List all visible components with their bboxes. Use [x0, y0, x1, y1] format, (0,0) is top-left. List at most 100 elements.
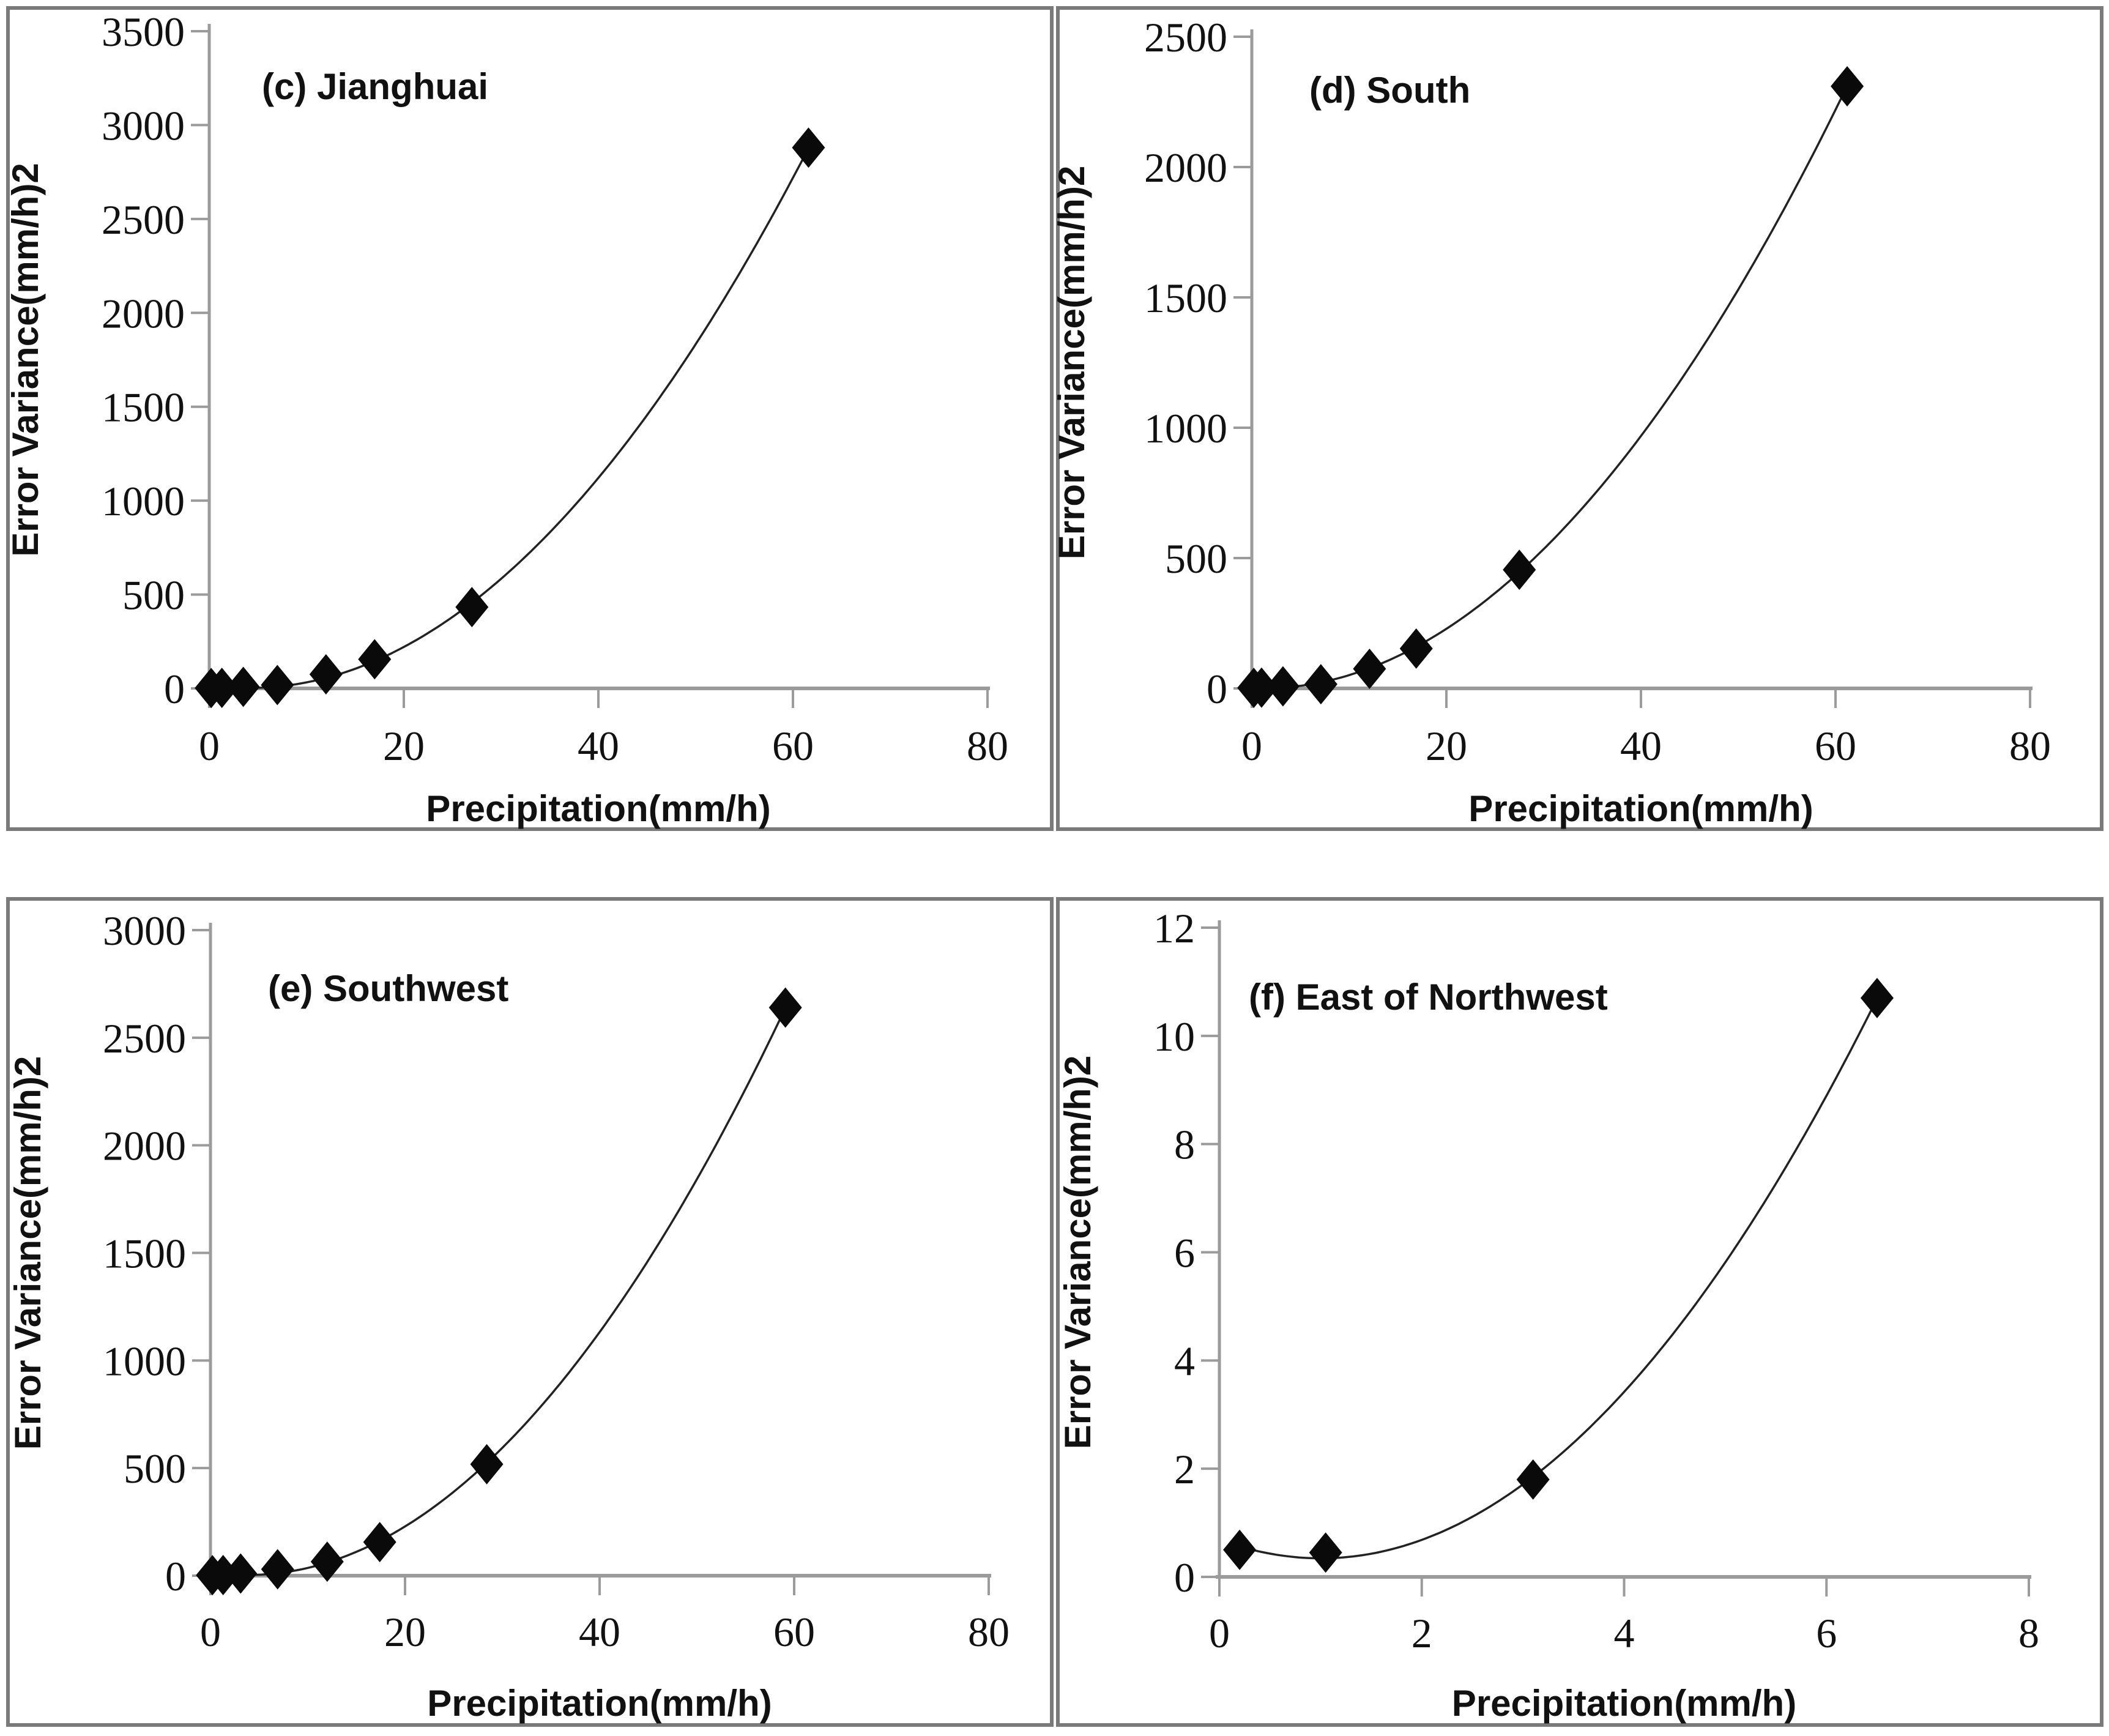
fit-curve — [210, 147, 809, 689]
fit-curve — [1239, 997, 1878, 1560]
data-point-marker — [226, 666, 260, 707]
x-tick-label: 80 — [967, 723, 1008, 769]
data-point-marker — [309, 654, 343, 695]
data-point-marker — [792, 127, 825, 168]
y-tick-label: 500 — [124, 1445, 186, 1492]
y-tick-label: 0 — [164, 666, 185, 712]
panel-title: (f) East of Northwest — [1249, 977, 1608, 1018]
x-tick-label: 6 — [1816, 1610, 1837, 1656]
y-tick-label: 1500 — [1144, 275, 1227, 321]
data-point-marker — [1503, 549, 1536, 590]
data-point-marker — [205, 668, 239, 709]
y-tick-label: 2 — [1174, 1446, 1195, 1492]
y-tick-label: 3000 — [102, 102, 185, 149]
data-point-marker — [1353, 649, 1386, 690]
data-point-marker — [1860, 977, 1894, 1018]
data-point-marker — [1309, 1532, 1342, 1573]
y-tick-label: 1000 — [102, 478, 185, 524]
data-point-marker — [206, 1554, 240, 1595]
y-tick-label: 0 — [1174, 1554, 1195, 1601]
y-tick-label: 2500 — [103, 1015, 186, 1062]
y-tick-label: 1000 — [103, 1338, 186, 1384]
x-tick-label: 0 — [1241, 723, 1262, 769]
x-tick-label: 0 — [200, 1609, 221, 1655]
data-point-marker — [1266, 666, 1300, 707]
y-tick-label: 0 — [165, 1553, 186, 1600]
panel-border — [1056, 6, 2103, 831]
fit-curve — [212, 1007, 787, 1576]
y-tick-label: 12 — [1153, 905, 1195, 952]
y-axis-title: Error Variance(mm/h)2 — [1056, 166, 1092, 560]
y-tick-label: 6 — [1174, 1230, 1195, 1276]
chart-canvas-d: 0 500 1000 1500 2000 2500 0 20 40 60 80 (d) South Pr… — [1056, 6, 2103, 831]
y-tick-label: 10 — [1153, 1013, 1195, 1060]
panel-border — [6, 6, 1054, 831]
chart-canvas-e: 0 500 1000 1500 2000 2500 3000 0 20 40 60 80 (e) Sou… — [6, 897, 1054, 1727]
panel-e-southwest: 0 500 1000 1500 2000 2500 3000 0 20 40 60 80 (e) Sou… — [6, 897, 1054, 1727]
x-tick-label: 80 — [2009, 723, 2051, 769]
x-tick-label: 4 — [1614, 1610, 1635, 1656]
y-tick-label: 0 — [1207, 666, 1227, 712]
x-tick-label: 20 — [1426, 723, 1467, 769]
y-tick-label: 3000 — [103, 907, 186, 954]
panel-title: (c) Jianghuai — [262, 66, 488, 107]
y-tick-label: 2500 — [1144, 14, 1227, 61]
x-axis-title: Precipitation(mm/h) — [426, 788, 770, 829]
x-tick-label: 60 — [772, 723, 814, 769]
x-tick-label: 80 — [968, 1609, 1010, 1655]
x-axis-title: Precipitation(mm/h) — [1452, 1683, 1796, 1724]
y-axis-title: Error Variance(mm/h)2 — [7, 1056, 48, 1450]
data-point-marker — [470, 1444, 504, 1485]
x-tick-label: 60 — [1815, 723, 1856, 769]
x-tick-label: 0 — [1209, 1610, 1230, 1656]
panel-border — [1056, 897, 2103, 1727]
y-tick-label: 1000 — [1144, 405, 1227, 452]
data-point-marker — [1831, 65, 1864, 106]
data-point-marker — [1516, 1459, 1550, 1500]
data-point-marker — [224, 1553, 258, 1594]
y-tick-label: 4 — [1174, 1338, 1195, 1384]
y-tick-label: 8 — [1174, 1122, 1195, 1168]
data-point-marker — [363, 1522, 396, 1563]
data-point-marker — [1399, 628, 1433, 669]
data-point-marker — [358, 639, 392, 680]
chart-canvas-c: 0 500 1000 1500 2000 2500 3000 3500 0 20 40 60 80 (c)… — [6, 6, 1054, 831]
data-point-marker — [261, 1549, 294, 1590]
x-tick-label: 20 — [383, 723, 425, 769]
data-point-marker — [261, 665, 294, 706]
panel-d-south: 0 500 1000 1500 2000 2500 0 20 40 60 80 (d) South Pr… — [1056, 6, 2103, 831]
panel-f-east-of-northwest: 0 2 4 6 8 10 12 0 2 4 6 8 (f) East of Northwest Preci… — [1056, 897, 2103, 1727]
y-tick-label: 2000 — [102, 290, 185, 337]
x-tick-label: 40 — [578, 723, 619, 769]
x-axis-title: Precipitation(mm/h) — [1468, 788, 1813, 829]
x-tick-label: 8 — [2018, 1610, 2039, 1656]
y-tick-label: 1500 — [103, 1231, 186, 1277]
x-tick-label: 2 — [1412, 1610, 1432, 1656]
panel-border — [6, 897, 1054, 1727]
data-point-marker — [768, 987, 802, 1028]
y-tick-label: 500 — [122, 572, 185, 619]
y-tick-label: 2500 — [102, 196, 185, 243]
x-tick-label: 40 — [1620, 723, 1662, 769]
y-tick-label: 3500 — [102, 9, 185, 55]
y-tick-label: 500 — [1165, 535, 1227, 582]
x-tick-label: 60 — [773, 1609, 815, 1655]
panel-title: (d) South — [1309, 70, 1470, 111]
y-tick-label: 2000 — [1144, 144, 1227, 191]
data-point-marker — [1304, 664, 1337, 705]
x-tick-label: 0 — [199, 723, 220, 769]
data-point-marker — [455, 587, 489, 628]
y-axis-title: Error Variance(mm/h)2 — [6, 163, 46, 557]
data-point-marker — [1223, 1529, 1257, 1570]
x-tick-label: 20 — [384, 1609, 426, 1655]
panel-c-jianghuai: 0 500 1000 1500 2000 2500 3000 3500 0 20 40 60 80 (c)… — [6, 6, 1054, 831]
data-point-marker — [310, 1541, 344, 1582]
fit-curve — [1254, 85, 1848, 690]
y-tick-label: 2000 — [103, 1123, 186, 1169]
chart-canvas-f: 0 2 4 6 8 10 12 0 2 4 6 8 (f) East of Northwest Preci… — [1056, 897, 2103, 1727]
y-axis-title: Error Variance(mm/h)2 — [1057, 1056, 1098, 1450]
panel-title: (e) Southwest — [268, 968, 508, 1009]
x-axis-title: Precipitation(mm/h) — [427, 1683, 772, 1724]
y-tick-label: 1500 — [102, 384, 185, 431]
